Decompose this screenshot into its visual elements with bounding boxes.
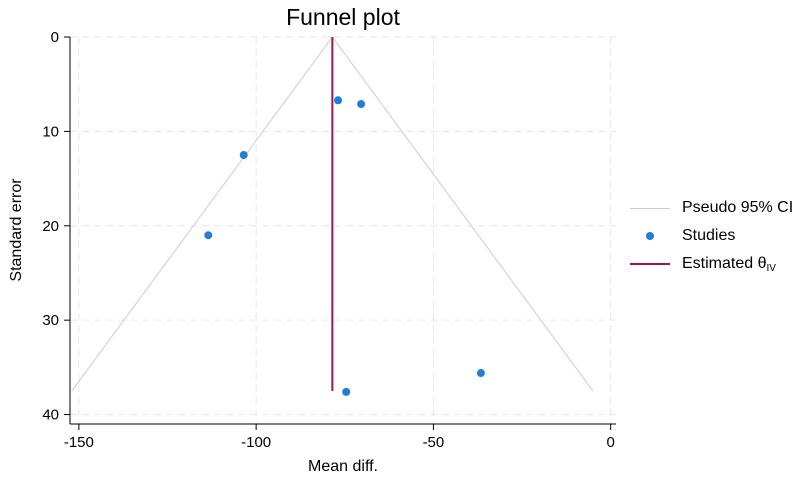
y-tick-label: 10 — [42, 123, 59, 140]
study-point — [239, 150, 248, 159]
study-point — [342, 387, 351, 396]
grid-lines — [70, 36, 616, 424]
legend-estimate-subscript: IV — [766, 262, 776, 274]
x-tick-label: -100 — [241, 434, 271, 451]
y-axis-label: Standard error — [8, 178, 25, 282]
legend-estimate-text: Estimated θ — [682, 254, 767, 272]
y-tick-label: 30 — [42, 312, 59, 329]
x-tick-label: 0 — [607, 434, 615, 451]
legend-item-studies: Studies — [628, 222, 808, 250]
legend-item-ci: Pseudo 95% CI — [628, 194, 808, 222]
chart-title: Funnel plot — [286, 4, 400, 30]
study-points — [204, 96, 485, 396]
ci-line-right — [331, 36, 594, 392]
x-tick-label: -50 — [423, 434, 445, 451]
ci-line-left — [71, 36, 333, 392]
axes: -150 -100 -50 0 0 10 20 30 40 — [42, 29, 616, 451]
y-tick-label: 20 — [42, 218, 59, 235]
legend-item-estimate: Estimated θIV — [628, 250, 808, 278]
legend-key-studies — [628, 228, 672, 244]
legend-label-estimate: Estimated θIV — [682, 255, 776, 274]
legend-label-studies: Studies — [682, 227, 736, 244]
y-tick-label: 40 — [42, 407, 59, 424]
study-point — [357, 100, 366, 109]
legend-label-ci: Pseudo 95% CI — [682, 199, 794, 216]
legend: Pseudo 95% CI Studies Estimated θIV — [628, 194, 808, 278]
x-tick-label: -150 — [64, 434, 94, 451]
legend-key-estimate — [628, 256, 672, 272]
study-point — [204, 231, 213, 240]
study-point — [334, 96, 343, 105]
legend-key-ci — [628, 200, 672, 216]
study-point — [476, 369, 485, 378]
x-axis-label: Mean diff. — [308, 458, 378, 475]
y-tick-label: 0 — [51, 29, 59, 46]
pseudo-ci-lines — [71, 36, 594, 392]
